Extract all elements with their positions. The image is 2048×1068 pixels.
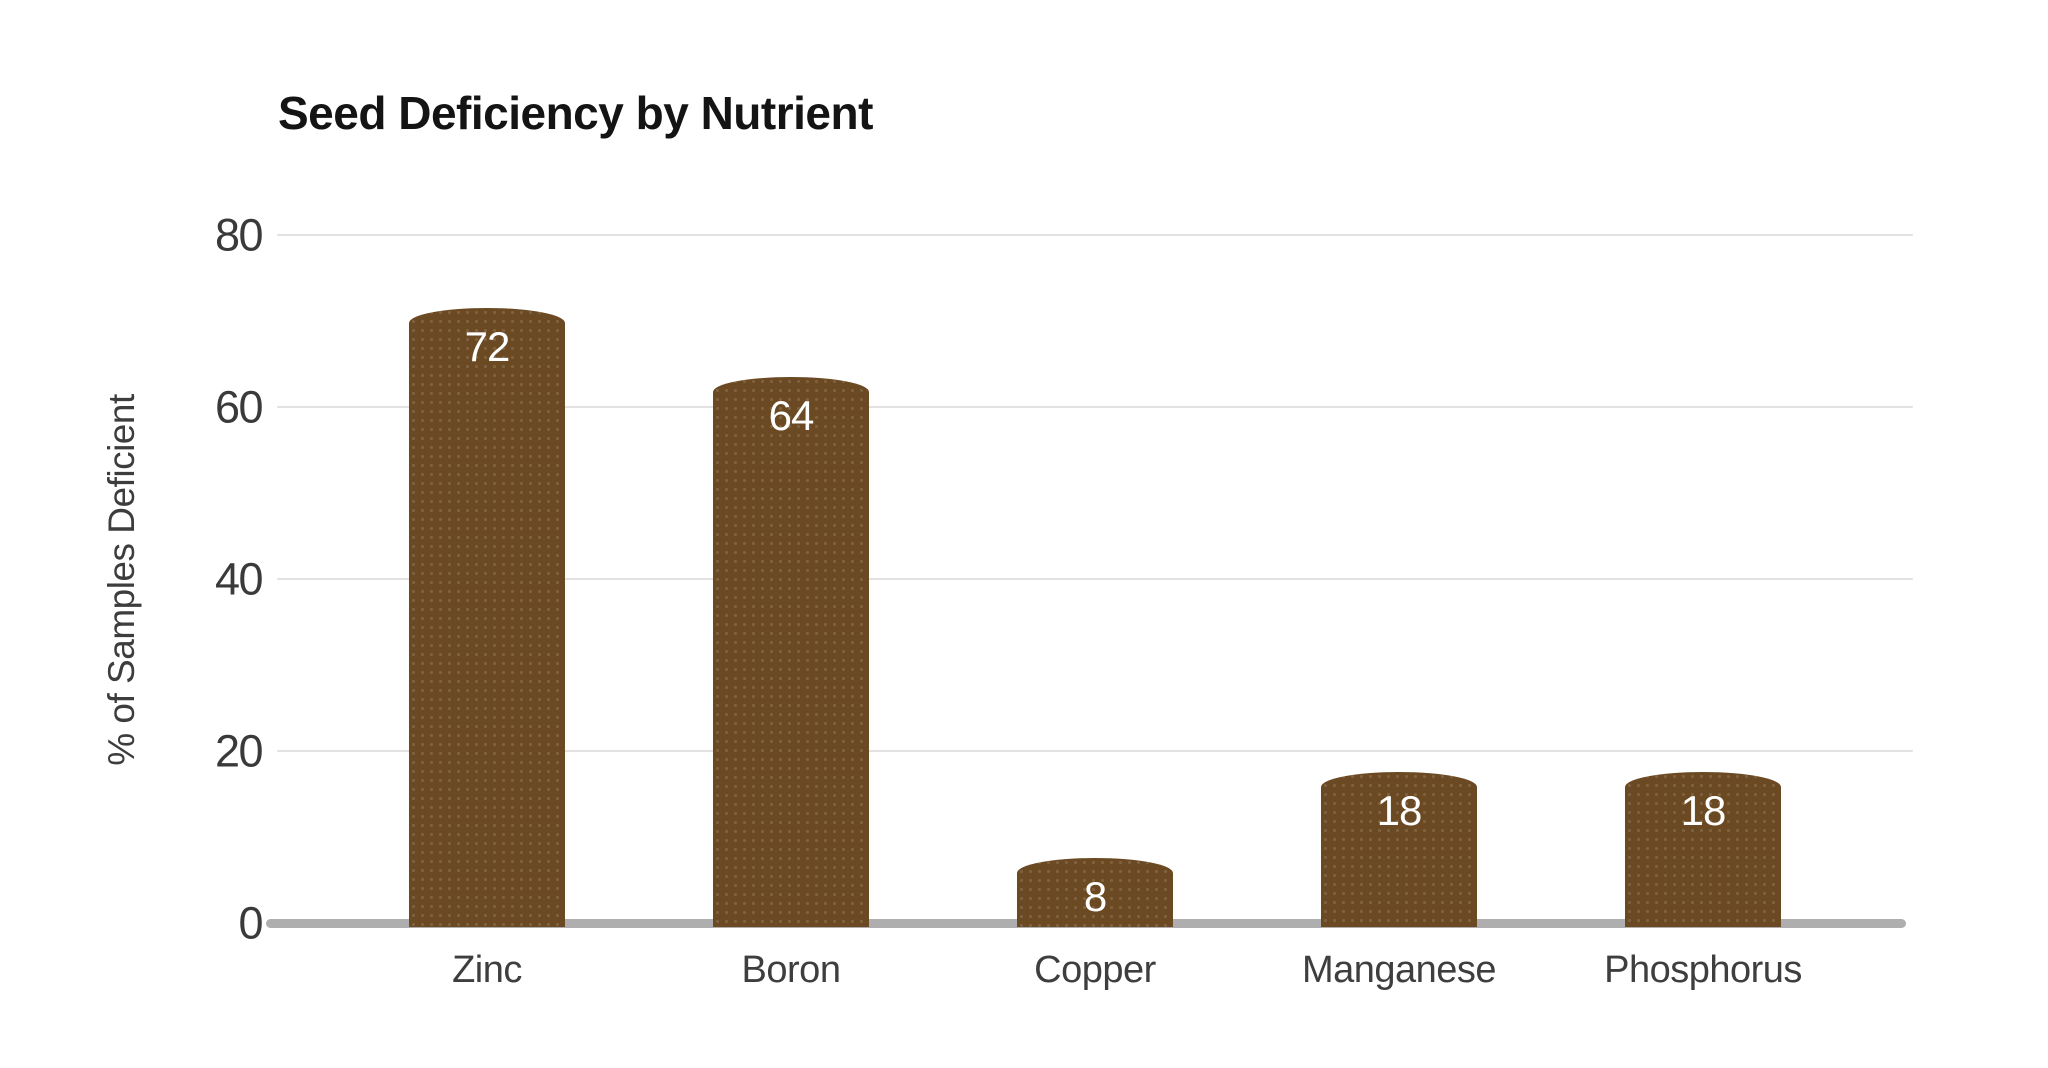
chart-title: Seed Deficiency by Nutrient — [278, 87, 873, 139]
y-tick-label: 60 — [214, 381, 264, 433]
bar-value-label: 8 — [1083, 873, 1107, 921]
bar-value-label: 18 — [1376, 787, 1423, 835]
bar-copper: 8 — [1017, 858, 1173, 927]
gridline — [277, 406, 1913, 408]
bar-zinc: 72 — [409, 307, 565, 927]
gridline — [277, 234, 1913, 236]
bar-manganese: 18 — [1321, 772, 1477, 927]
x-category-label: Phosphorus — [1604, 949, 1802, 991]
x-category-label: Zinc — [452, 949, 522, 991]
y-tick-label: 40 — [214, 553, 264, 605]
gridline — [277, 578, 1913, 580]
bar-phosphorus: 18 — [1625, 772, 1781, 927]
y-tick-label: 20 — [214, 725, 264, 777]
y-tick-label: 0 — [238, 897, 263, 949]
x-category-label: Copper — [1034, 949, 1156, 991]
bar-value-label: 18 — [1680, 787, 1727, 835]
gridline — [277, 750, 1913, 752]
x-category-label: Manganese — [1301, 949, 1497, 991]
bar-boron: 64 — [713, 376, 869, 927]
bar-value-label: 64 — [768, 391, 815, 439]
bar-value-label: 72 — [464, 322, 511, 370]
x-category-label: Boron — [741, 949, 841, 991]
y-tick-label: 80 — [214, 209, 264, 261]
